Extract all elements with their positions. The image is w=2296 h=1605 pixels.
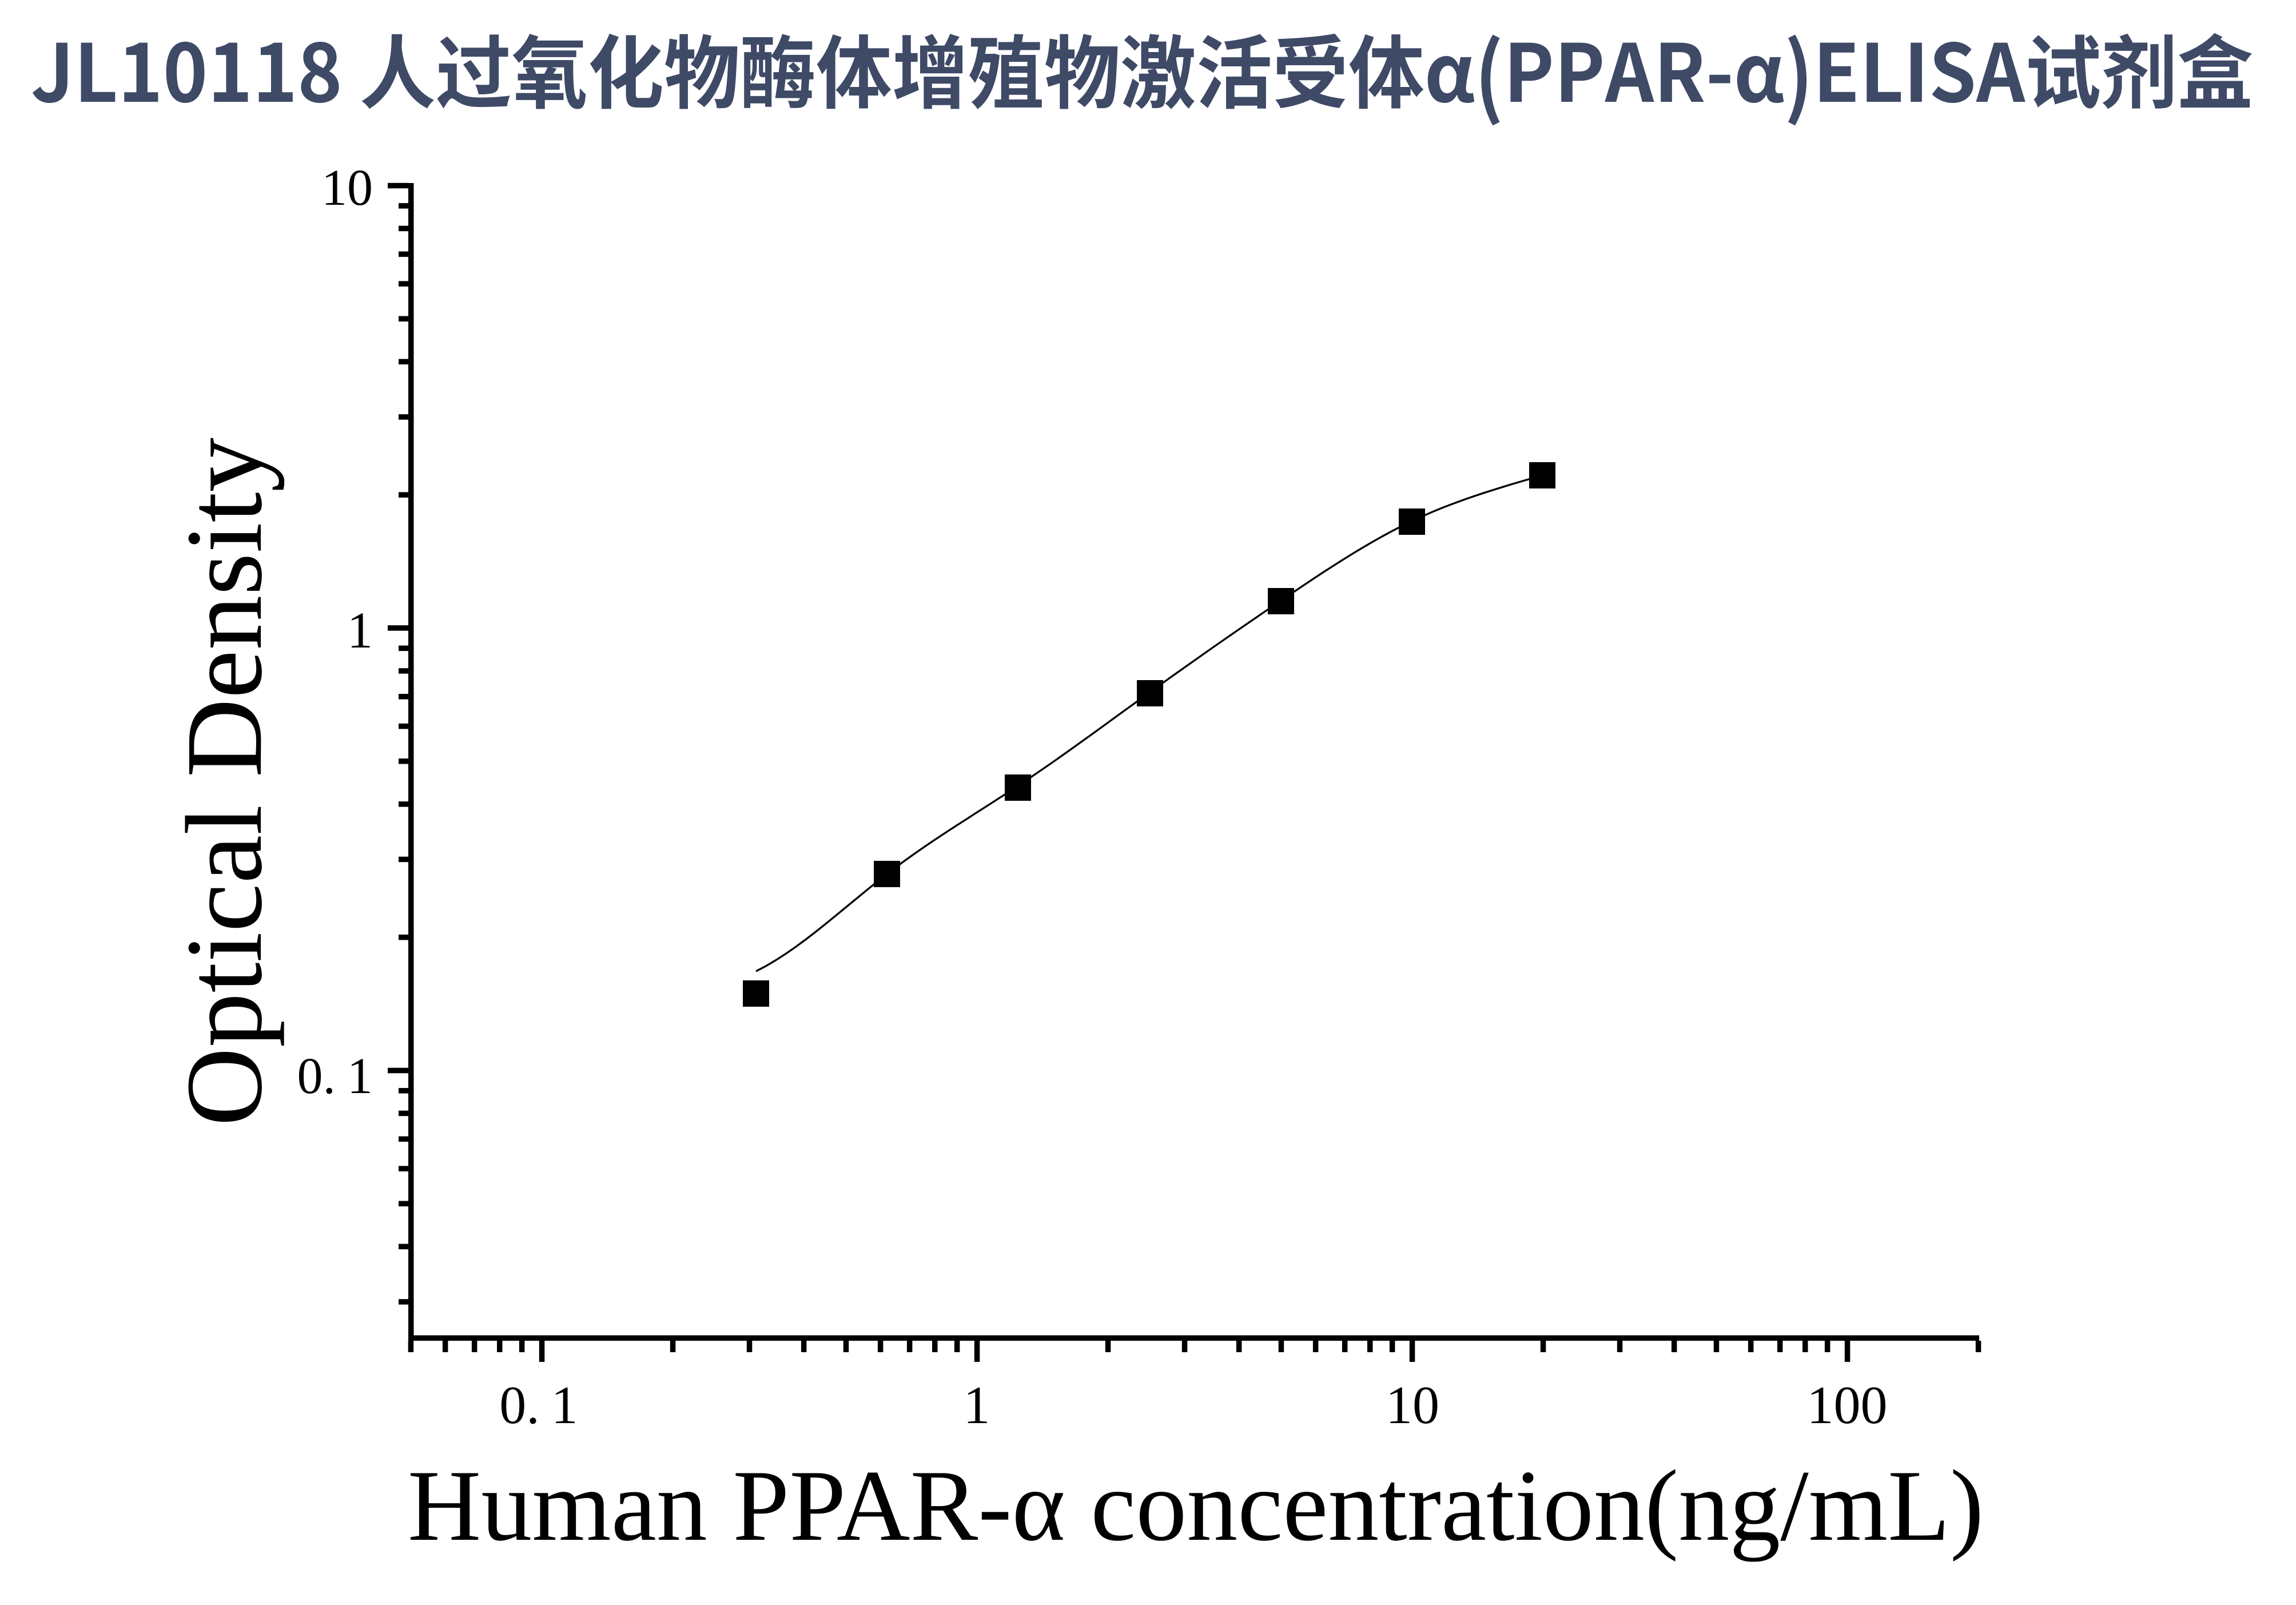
svg-text:100: 100 (1807, 1376, 1888, 1435)
svg-text:Human PPAR-α concentration(ng/: Human PPAR-α concentration(ng/mL) (408, 1449, 1984, 1562)
svg-text:1: 1 (347, 602, 373, 659)
svg-text:0.1: 0. 1 (297, 1048, 373, 1105)
svg-text:10: 10 (321, 160, 373, 216)
svg-text:Optical Density: Optical Density (164, 438, 285, 1126)
svg-text:10: 10 (1386, 1376, 1439, 1435)
svg-text:0.1: 0. 1 (499, 1376, 578, 1435)
svg-text:1: 1 (964, 1376, 990, 1435)
